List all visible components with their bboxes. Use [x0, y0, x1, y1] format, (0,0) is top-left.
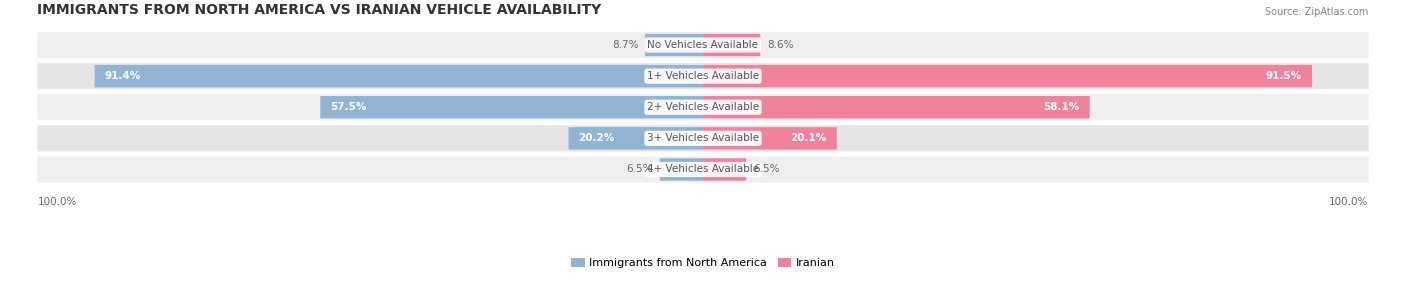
- Text: 100.0%: 100.0%: [38, 197, 77, 207]
- Text: 1+ Vehicles Available: 1+ Vehicles Available: [647, 71, 759, 81]
- Text: 20.1%: 20.1%: [790, 133, 827, 143]
- Text: 58.1%: 58.1%: [1043, 102, 1080, 112]
- FancyBboxPatch shape: [703, 158, 747, 181]
- FancyBboxPatch shape: [645, 34, 703, 56]
- Text: 3+ Vehicles Available: 3+ Vehicles Available: [647, 133, 759, 143]
- FancyBboxPatch shape: [38, 156, 1368, 182]
- Text: 4+ Vehicles Available: 4+ Vehicles Available: [647, 164, 759, 174]
- FancyBboxPatch shape: [703, 127, 837, 150]
- Text: 6.5%: 6.5%: [754, 164, 779, 174]
- Text: 91.5%: 91.5%: [1265, 71, 1302, 81]
- FancyBboxPatch shape: [94, 65, 703, 87]
- Text: 20.2%: 20.2%: [578, 133, 614, 143]
- Text: 2+ Vehicles Available: 2+ Vehicles Available: [647, 102, 759, 112]
- FancyBboxPatch shape: [703, 65, 1312, 87]
- FancyBboxPatch shape: [38, 63, 1368, 89]
- Text: 8.6%: 8.6%: [766, 40, 793, 50]
- Text: 91.4%: 91.4%: [104, 71, 141, 81]
- Legend: Immigrants from North America, Iranian: Immigrants from North America, Iranian: [567, 254, 839, 273]
- Text: 100.0%: 100.0%: [1329, 197, 1368, 207]
- FancyBboxPatch shape: [38, 125, 1368, 151]
- FancyBboxPatch shape: [568, 127, 703, 150]
- Text: Source: ZipAtlas.com: Source: ZipAtlas.com: [1265, 7, 1368, 17]
- Text: No Vehicles Available: No Vehicles Available: [648, 40, 758, 50]
- FancyBboxPatch shape: [703, 96, 1090, 118]
- Text: 57.5%: 57.5%: [330, 102, 367, 112]
- FancyBboxPatch shape: [703, 34, 761, 56]
- Text: 8.7%: 8.7%: [612, 40, 638, 50]
- FancyBboxPatch shape: [38, 32, 1368, 58]
- FancyBboxPatch shape: [38, 94, 1368, 120]
- Text: IMMIGRANTS FROM NORTH AMERICA VS IRANIAN VEHICLE AVAILABILITY: IMMIGRANTS FROM NORTH AMERICA VS IRANIAN…: [38, 3, 602, 17]
- FancyBboxPatch shape: [321, 96, 703, 118]
- FancyBboxPatch shape: [659, 158, 703, 181]
- Text: 6.5%: 6.5%: [627, 164, 652, 174]
